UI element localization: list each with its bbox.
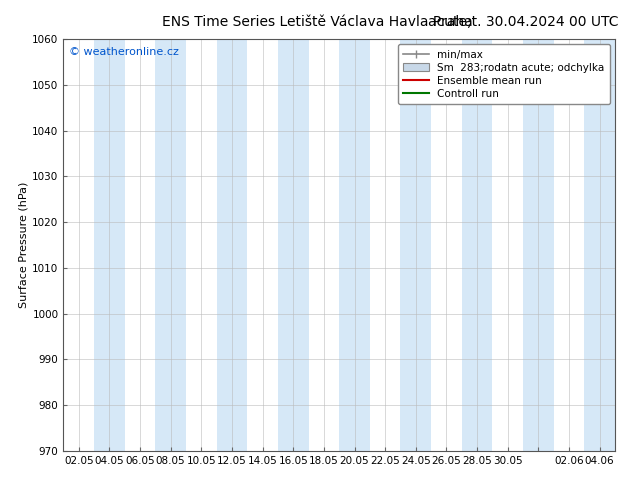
- Y-axis label: Surface Pressure (hPa): Surface Pressure (hPa): [18, 182, 28, 308]
- Bar: [523, 39, 553, 451]
- Bar: [155, 39, 186, 451]
- Bar: [94, 39, 125, 451]
- Bar: [462, 39, 493, 451]
- Text: ENS Time Series Letiště Václava Havla Praha: ENS Time Series Letiště Václava Havla Pr…: [162, 15, 472, 29]
- Bar: [339, 39, 370, 451]
- Bar: [585, 39, 615, 451]
- Bar: [278, 39, 309, 451]
- Bar: [217, 39, 247, 451]
- Legend: min/max, Sm  283;rodatn acute; odchylka, Ensemble mean run, Controll run: min/max, Sm 283;rodatn acute; odchylka, …: [398, 45, 610, 104]
- Text: © weatheronline.cz: © weatheronline.cz: [69, 48, 179, 57]
- Bar: [401, 39, 431, 451]
- Text: acute;t. 30.04.2024 00 UTC: acute;t. 30.04.2024 00 UTC: [428, 15, 618, 29]
